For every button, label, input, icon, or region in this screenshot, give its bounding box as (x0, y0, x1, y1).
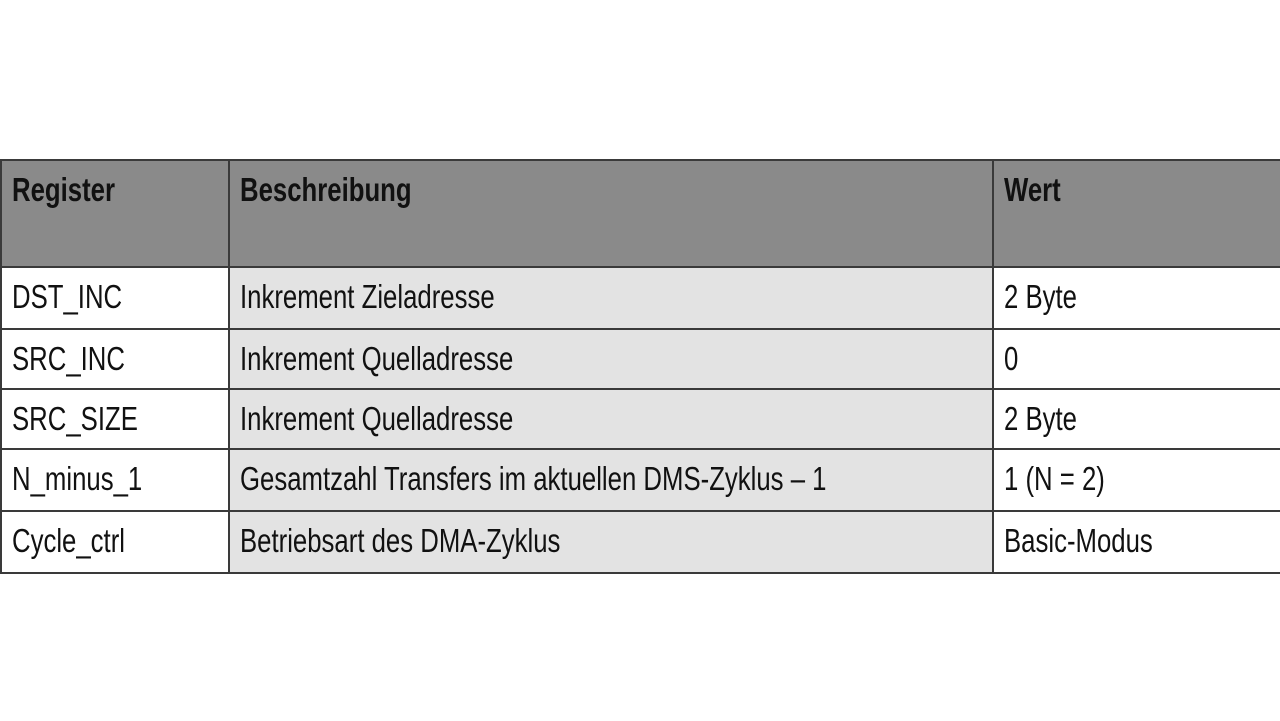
table-row: N_minus_1 Gesamtzahl Transfers im aktuell… (0, 448, 1280, 512)
cell-text: 2 Byte (1003, 278, 1077, 315)
cell-register: SRC_INC (0, 328, 230, 390)
cell-text: Gesamtzahl Transfers im aktuellen DMS-Zy… (240, 460, 827, 497)
cell-text: 2 Byte (1003, 400, 1077, 437)
cell-wert: 0 (991, 328, 1280, 390)
table-row: Cycle_ctrl Betriebsart des DMA-Zyklus Basi… (0, 510, 1280, 574)
header-text: Register (12, 171, 116, 208)
cell-text: N_minus_1 (12, 460, 143, 497)
cell-text: SRC_SIZE (12, 400, 138, 437)
cell-beschreibung: Gesamtzahl Transfers im aktuellen DMS-Zy… (228, 448, 994, 512)
table-row: SRC_SIZE Inkrement Quelladresse 2 Byte (0, 388, 1280, 450)
cell-text: Betriebsart des DMA-Zyklus (240, 522, 561, 559)
cell-text: Cycle_ctrl (12, 522, 125, 559)
cell-text: Inkrement Quelladresse (240, 400, 514, 437)
cell-beschreibung: Inkrement Zieladresse (228, 266, 994, 330)
header-row: Register Beschreibung Wert (0, 159, 1280, 268)
cell-text: Basic-Modus (1003, 522, 1153, 559)
cell-text: Inkrement Quelladresse (240, 340, 514, 377)
cell-register: N_minus_1 (0, 448, 230, 512)
cell-text: SRC_INC (12, 340, 125, 377)
table-row: DST_INC Inkrement Zieladresse 2 Byte (0, 266, 1280, 330)
cell-register: SRC_SIZE (0, 388, 230, 450)
cell-beschreibung: Inkrement Quelladresse (228, 388, 994, 450)
cell-text: Inkrement Zieladresse (240, 278, 495, 315)
header-register: Register (0, 159, 230, 268)
header-text: Beschreibung (240, 171, 412, 208)
cell-wert: 2 Byte (991, 266, 1280, 330)
cell-beschreibung: Inkrement Quelladresse (228, 328, 994, 390)
cell-text: 0 (1003, 340, 1019, 377)
cell-register: Cycle_ctrl (0, 510, 230, 574)
table-row: SRC_INC Inkrement Quelladresse 0 (0, 328, 1280, 390)
register-table: Register Beschreibung Wert DST_INC Inkrem… (0, 159, 1280, 574)
cell-register: DST_INC (0, 266, 230, 330)
cell-text: DST_INC (12, 278, 123, 315)
cell-text: 1 (N = 2) (1003, 460, 1105, 497)
cell-wert: 2 Byte (991, 388, 1280, 450)
header-wert: Wert (991, 159, 1280, 268)
cell-wert: Basic-Modus (991, 510, 1280, 574)
cell-wert: 1 (N = 2) (991, 448, 1280, 512)
header-beschreibung: Beschreibung (228, 159, 994, 268)
cell-beschreibung: Betriebsart des DMA-Zyklus (228, 510, 994, 574)
header-text: Wert (1003, 171, 1061, 208)
